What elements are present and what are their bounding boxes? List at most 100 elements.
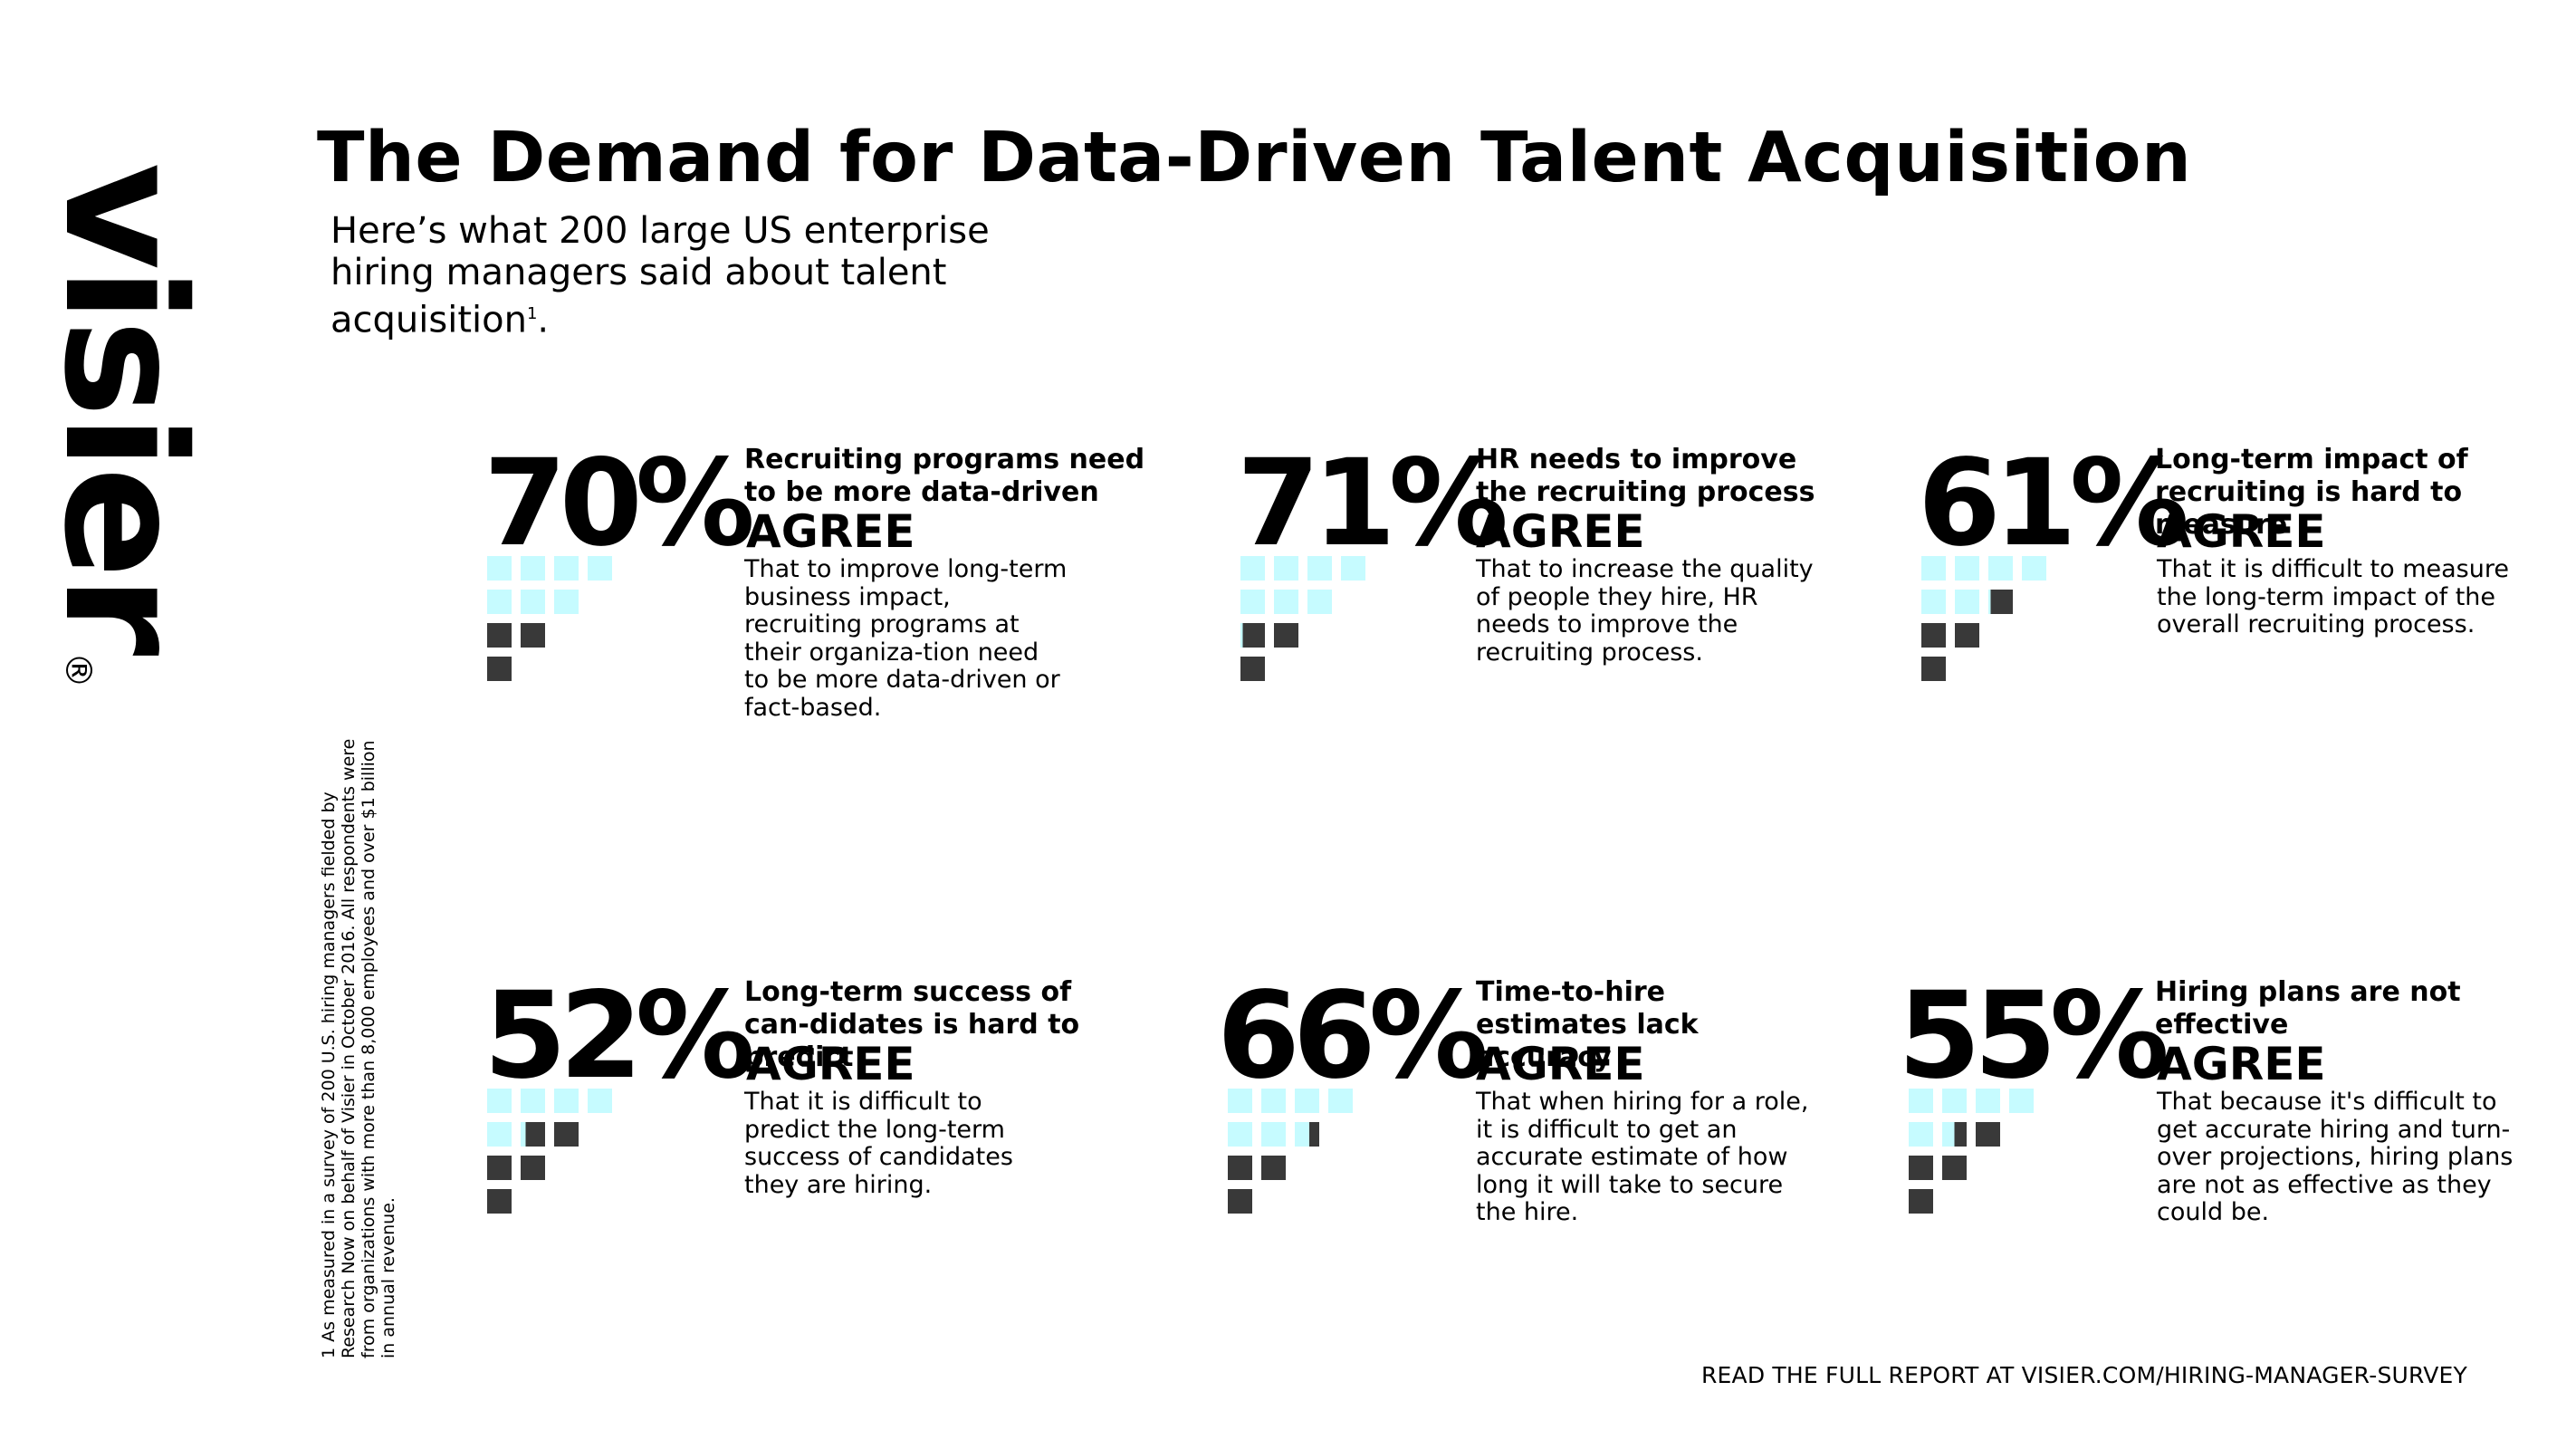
stat-percent: 66% (1217, 966, 1489, 1106)
percent-square (554, 1089, 579, 1113)
percent-square (1955, 590, 1979, 614)
page-title: The Demand for Data-Driven Talent Acquis… (317, 118, 2192, 198)
percent-square (487, 1156, 512, 1180)
percent-square (521, 556, 545, 581)
agree-label: AGREE (746, 1038, 915, 1090)
percent-square (554, 590, 579, 614)
percent-square (588, 556, 612, 581)
stat-heading: HR needs to improve the recruiting proce… (1476, 444, 1815, 508)
percent-square (554, 1122, 579, 1147)
stat-square-grid (487, 1089, 623, 1224)
percent-square (1261, 1122, 1286, 1147)
percent-square (1988, 556, 2013, 581)
percent-square (521, 1122, 545, 1147)
subtitle-text: Here’s what 200 large US enterprise hiri… (330, 210, 990, 341)
read-report-link[interactable]: READ THE FULL REPORT AT VISIER.COM/HIRIN… (1700, 1362, 2467, 1388)
visier-logo: visier ® (20, 127, 228, 688)
percent-square (2009, 1089, 2034, 1113)
registered-mark: ® (57, 652, 99, 688)
percent-square (1955, 556, 1979, 581)
percent-square (1976, 1089, 2000, 1113)
agree-label: AGREE (2157, 1038, 2326, 1090)
percent-square (487, 590, 512, 614)
stat-block-time-to-hire: 66% Time-to-hire estimates lack accuracy… (1217, 976, 1869, 1284)
stat-block-long-term-impact: 61% Long-term impact of recruiting is ha… (1918, 444, 2570, 752)
stat-block-recruiting-process: 71% HR needs to improve the recruiting p… (1237, 444, 1889, 752)
percent-square (1228, 1122, 1252, 1147)
agree-label: AGREE (1476, 505, 1645, 558)
agree-label: AGREE (2157, 505, 2326, 558)
agree-label: AGREE (1476, 1038, 1645, 1090)
percent-square (1909, 1122, 1933, 1147)
percent-square (1240, 590, 1265, 614)
percent-square (487, 623, 512, 648)
page-subtitle: Here’s what 200 large US enterprise hiri… (330, 210, 1019, 341)
percent-square (1274, 590, 1298, 614)
stat-block-data-driven: 70% Recruiting programs need to be more … (484, 434, 1144, 752)
stat-description: That it is difficult to predict the long… (744, 1088, 1013, 1199)
agree-label: AGREE (746, 505, 915, 558)
percent-square (1261, 1156, 1286, 1180)
percent-square (1228, 1189, 1252, 1214)
percent-square (521, 1089, 545, 1113)
percent-square (1942, 1156, 1967, 1180)
percent-square (1240, 556, 1265, 581)
percent-square (2022, 556, 2046, 581)
percent-square (1909, 1189, 1933, 1214)
percent-square (1921, 657, 1946, 681)
percent-square (487, 556, 512, 581)
stat-description: That it is difficult to measure the long… (2157, 555, 2509, 638)
footnote: 1 As measured in a survey of 200 U.S. hi… (319, 738, 398, 1358)
percent-square (588, 1089, 612, 1113)
stat-square-grid (1240, 556, 1376, 692)
footnote-container: 1 As measured in a survey of 200 U.S. hi… (319, 724, 418, 1358)
percent-square (1942, 1122, 1967, 1147)
percent-square (487, 657, 512, 681)
percent-square (1307, 590, 1332, 614)
percent-square (1228, 1156, 1252, 1180)
percent-square (487, 1189, 512, 1214)
stat-percent: 52% (484, 966, 755, 1106)
percent-square (1240, 657, 1265, 681)
percent-square (1261, 1089, 1286, 1113)
subtitle-footnote-ref: 1 (526, 304, 538, 323)
percent-square (1921, 556, 1946, 581)
stat-percent: 71% (1237, 434, 1508, 573)
logo-wordmark: visier (28, 162, 220, 653)
stat-heading: Hiring plans are not effective (2155, 976, 2461, 1041)
stat-heading: Time-to-hire estimates lack accuracy (1476, 976, 1699, 1073)
percent-square (1976, 1122, 2000, 1147)
percent-square (1909, 1089, 1933, 1113)
percent-square (1921, 623, 1946, 648)
stat-square-grid (1921, 556, 2057, 692)
stat-percent: 55% (1898, 966, 2169, 1106)
percent-square (1228, 1089, 1252, 1113)
stat-heading: Long-term success of can-didates is hard… (744, 976, 1080, 1073)
percent-square (1295, 1089, 1319, 1113)
stat-heading: Recruiting programs need to be more data… (744, 444, 1145, 508)
stat-heading: Long-term impact of recruiting is hard t… (2155, 444, 2468, 541)
percent-square (554, 556, 579, 581)
percent-square (521, 623, 545, 648)
percent-square (1295, 1122, 1319, 1147)
percent-square (487, 1089, 512, 1113)
percent-square (1240, 623, 1265, 648)
stat-square-grid (1909, 1089, 2045, 1224)
stat-block-candidate-success: 52% Long-term success of can-didates is … (484, 976, 1135, 1284)
percent-square (1955, 623, 1979, 648)
stat-percent: 70% (484, 434, 755, 573)
percent-square (487, 1122, 512, 1147)
stat-description: That to improve long-term business impac… (744, 555, 1068, 722)
percent-square (1909, 1156, 1933, 1180)
percent-square (1988, 590, 2013, 614)
percent-square (1274, 623, 1298, 648)
stat-description: That because it's difficult to get accur… (2157, 1088, 2514, 1226)
subtitle-period: . (537, 299, 550, 341)
percent-square (1274, 556, 1298, 581)
stat-description: That to increase the quality of people t… (1476, 555, 1814, 667)
percent-square (1942, 1089, 1967, 1113)
stat-square-grid (1228, 1089, 1364, 1224)
stat-description: That when hiring for a role, it is diffi… (1476, 1088, 1809, 1226)
percent-square (521, 1156, 545, 1180)
stat-percent: 61% (1918, 434, 2189, 573)
